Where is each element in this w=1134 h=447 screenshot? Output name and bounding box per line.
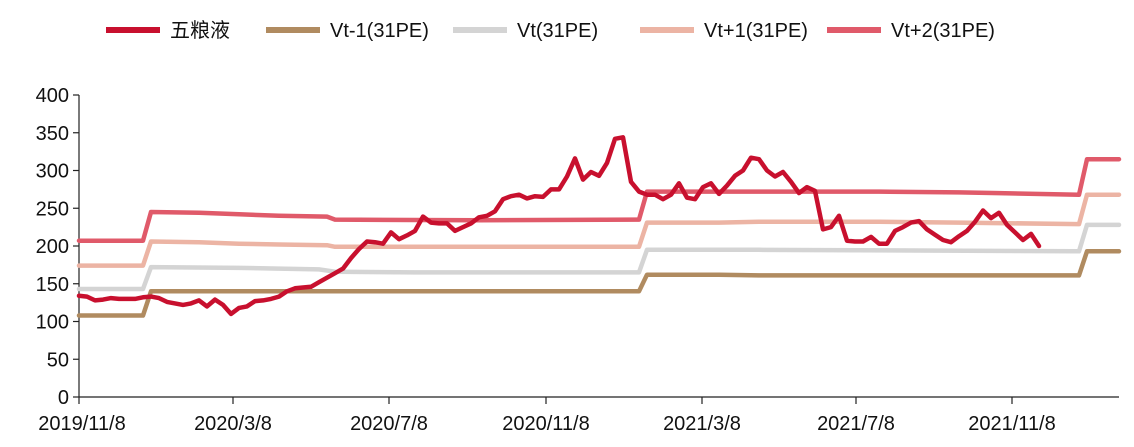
- legend-label-3: Vt+1(31PE): [704, 20, 808, 42]
- y-tick-label: 100: [36, 312, 69, 334]
- x-axis: 2019/11/8 2020/3/8 2020/7/8 2020/11/8 2021/3…: [38, 396, 1119, 435]
- legend-label-0: 五粮液: [170, 19, 230, 42]
- x-tick-label: 2019/11/8: [38, 413, 126, 435]
- y-tick-label: 200: [36, 236, 69, 258]
- x-tick-label: 2021/7/8: [817, 413, 895, 435]
- y-tick-label: 150: [36, 274, 69, 296]
- x-tick-label: 2020/7/8: [350, 413, 428, 435]
- chart-series: [76, 135, 1122, 318]
- series-line-2: [76, 222, 1122, 292]
- y-tick-label: 350: [36, 123, 69, 145]
- series-line-1: [76, 249, 1122, 318]
- y-tick-label: 400: [36, 85, 69, 107]
- legend-label-4: Vt+2(31PE): [891, 20, 995, 42]
- x-tick-label: 2020/3/8: [194, 413, 272, 435]
- y-tick-label: 250: [36, 198, 69, 220]
- x-tick-label: 2021/3/8: [663, 413, 741, 435]
- y-tick-label: 300: [36, 161, 69, 183]
- y-axis: 0 50 100 150 200 250 300 350 400: [36, 85, 80, 409]
- x-tick-label: 2021/11/8: [968, 413, 1056, 435]
- legend-label-2: Vt(31PE): [517, 20, 598, 42]
- y-tick-label: 50: [47, 349, 69, 371]
- legend-label-1: Vt-1(31PE): [330, 20, 429, 42]
- series-line-0: [76, 135, 1042, 317]
- series-line-3: [76, 192, 1122, 268]
- chart-legend: 五粮液 Vt-1(31PE) Vt(31PE) Vt+1(31PE) Vt+2(31PE…: [106, 19, 995, 42]
- x-tick-label: 2020/11/8: [502, 413, 590, 435]
- series-line-4: [76, 156, 1122, 243]
- y-tick-label: 0: [58, 387, 69, 409]
